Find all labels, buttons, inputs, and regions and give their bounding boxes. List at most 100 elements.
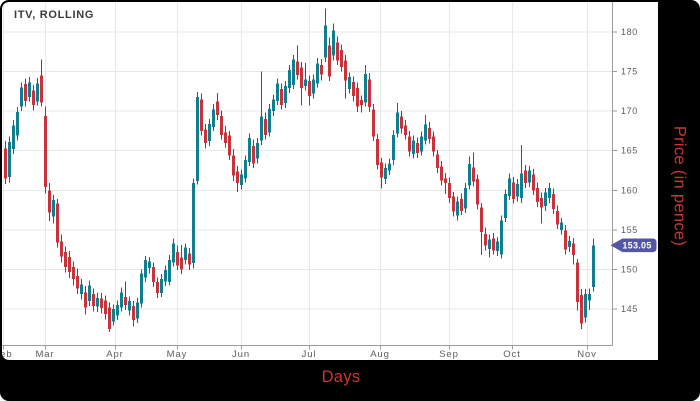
candle[interactable]: [196, 92, 199, 185]
candle[interactable]: [560, 218, 563, 235]
candle[interactable]: [268, 104, 271, 137]
candle[interactable]: [184, 243, 187, 265]
candle[interactable]: [88, 280, 91, 306]
candle[interactable]: [580, 289, 583, 329]
candle[interactable]: [212, 104, 215, 131]
candle[interactable]: [456, 196, 459, 221]
candle[interactable]: [156, 277, 159, 298]
candle[interactable]: [332, 23, 335, 61]
candle[interactable]: [544, 187, 547, 211]
candle[interactable]: [356, 82, 359, 112]
candle[interactable]: [496, 237, 499, 256]
candle[interactable]: [372, 104, 375, 142]
candle[interactable]: [216, 92, 219, 120]
candle[interactable]: [148, 256, 151, 274]
candle[interactable]: [100, 293, 103, 314]
candle[interactable]: [364, 65, 367, 107]
candle[interactable]: [208, 119, 211, 146]
candle[interactable]: [120, 287, 123, 312]
candle[interactable]: [68, 251, 71, 279]
candle[interactable]: [316, 58, 319, 88]
candle[interactable]: [176, 245, 179, 271]
candle[interactable]: [528, 165, 531, 188]
candle[interactable]: [380, 157, 383, 189]
candle[interactable]: [488, 234, 491, 258]
candle[interactable]: [200, 93, 203, 136]
candle[interactable]: [192, 178, 195, 269]
candle[interactable]: [588, 288, 591, 310]
candle[interactable]: [464, 183, 467, 214]
candle[interactable]: [492, 233, 495, 255]
candle[interactable]: [548, 183, 551, 203]
candle[interactable]: [4, 141, 7, 184]
candle[interactable]: [108, 302, 111, 332]
candle[interactable]: [536, 182, 539, 207]
candlestick-chart[interactable]: 180 175 170 165 160 155 150 145 Feb Mar Apr May Jun J…: [2, 2, 658, 360]
candle[interactable]: [532, 168, 535, 195]
candle[interactable]: [424, 115, 427, 145]
candle[interactable]: [152, 262, 155, 287]
candle[interactable]: [248, 133, 251, 166]
candle[interactable]: [404, 119, 407, 140]
candle[interactable]: [388, 158, 391, 176]
candle[interactable]: [64, 246, 67, 273]
candle[interactable]: [188, 248, 191, 271]
candle[interactable]: [236, 165, 239, 192]
candle[interactable]: [36, 77, 39, 106]
candle[interactable]: [444, 172, 447, 195]
candle[interactable]: [300, 62, 303, 106]
candle[interactable]: [40, 59, 43, 107]
candle[interactable]: [24, 78, 27, 107]
candle[interactable]: [520, 145, 523, 203]
candle[interactable]: [436, 149, 439, 173]
candle[interactable]: [564, 225, 567, 255]
candle[interactable]: [180, 244, 183, 275]
candle[interactable]: [224, 126, 227, 148]
candle[interactable]: [28, 77, 31, 102]
candle[interactable]: [284, 81, 287, 108]
candle[interactable]: [348, 72, 351, 94]
candle[interactable]: [384, 163, 387, 184]
candle[interactable]: [476, 174, 479, 210]
candle[interactable]: [8, 136, 11, 183]
candle[interactable]: [340, 44, 343, 72]
candle[interactable]: [124, 281, 127, 310]
candle[interactable]: [244, 155, 247, 183]
candle[interactable]: [344, 55, 347, 99]
candle[interactable]: [500, 215, 503, 259]
candle[interactable]: [540, 192, 543, 224]
candle[interactable]: [52, 195, 55, 224]
candle[interactable]: [276, 78, 279, 105]
candle[interactable]: [568, 236, 571, 252]
candle[interactable]: [392, 130, 395, 165]
candle[interactable]: [256, 138, 259, 164]
candle[interactable]: [352, 76, 355, 102]
candle[interactable]: [432, 131, 435, 157]
candle[interactable]: [104, 295, 107, 320]
candle[interactable]: [92, 288, 95, 312]
candle[interactable]: [60, 234, 63, 263]
candle[interactable]: [484, 227, 487, 251]
candle[interactable]: [204, 123, 207, 149]
candle[interactable]: [312, 74, 315, 99]
candle[interactable]: [160, 274, 163, 298]
candle[interactable]: [360, 95, 363, 113]
candle[interactable]: [408, 130, 411, 157]
candle[interactable]: [324, 8, 327, 63]
candle[interactable]: [428, 122, 431, 144]
candle[interactable]: [336, 36, 339, 66]
candle[interactable]: [472, 152, 475, 187]
candle[interactable]: [440, 161, 443, 186]
candle[interactable]: [20, 82, 23, 112]
candle[interactable]: [592, 238, 595, 292]
candle[interactable]: [116, 300, 119, 321]
candle[interactable]: [288, 65, 291, 93]
candle[interactable]: [44, 106, 47, 194]
candle[interactable]: [556, 205, 559, 230]
candle[interactable]: [240, 169, 243, 190]
candle[interactable]: [172, 238, 175, 267]
candle[interactable]: [136, 297, 139, 324]
candle[interactable]: [524, 165, 527, 188]
candle[interactable]: [272, 94, 275, 116]
candle[interactable]: [452, 191, 455, 217]
